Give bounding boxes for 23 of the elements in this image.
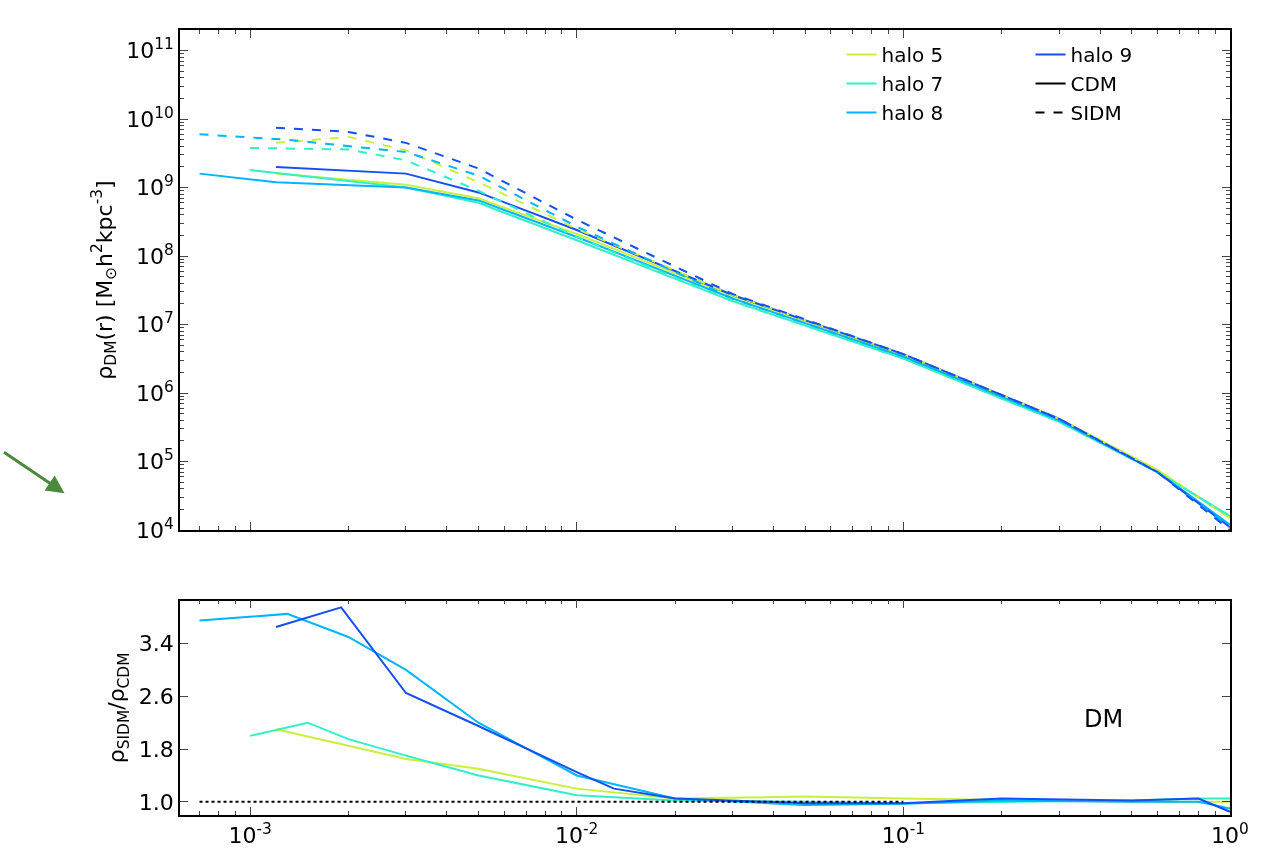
legend-label: halo 7 [881,72,944,97]
x-tick-label: 10$^{-1}$ [881,819,926,849]
legend-label: halo 5 [881,43,944,68]
legend-label: halo 8 [881,101,944,126]
y-tick-label: 1.8 [138,736,174,762]
y-tick-label: 10$^{4}$ [136,514,174,543]
y-tick-label: 2.6 [138,684,174,710]
y-tick-label: 10$^{9}$ [136,172,174,201]
y-tick-label: 10$^{10}$ [126,103,174,132]
x-tick-label: 10$^{-3}$ [228,819,272,849]
y-tick-label: 10$^{5}$ [136,446,174,475]
legend-label: CDM [1070,72,1118,97]
y-tick-label: 3.4 [138,631,174,657]
y-tick-label: 1.0 [138,789,174,815]
legend-label: SIDM [1070,101,1122,126]
legend-label: halo 9 [1070,43,1133,68]
x-tick-label: 10$^{-2}$ [555,819,599,849]
y-tick-label: 10$^{11}$ [126,35,174,64]
x-tick-label: 10$^{0}$ [1211,819,1249,849]
annotation: DM [1084,705,1124,733]
y-tick-label: 10$^{7}$ [136,309,174,338]
y-tick-label: 10$^{6}$ [136,377,174,406]
y-tick-label: 10$^{8}$ [136,240,174,269]
